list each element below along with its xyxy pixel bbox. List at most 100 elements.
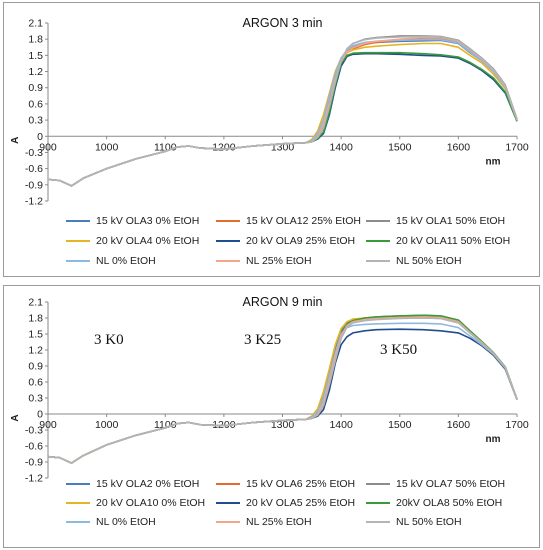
y-tick-label: 0.3 [28,393,43,405]
chart-title: ARGON 3 min [243,16,323,30]
x-tick-label: 1000 [95,141,119,153]
y-axis-label: A [10,414,21,421]
legend-item: 20 kV OLA4 0% EtOH [66,234,199,248]
x-tick-label: 900 [39,141,57,153]
chart-title: ARGON 9 min [243,295,323,309]
series-line [47,37,518,187]
legend-item: 15 kV OLA3 0% EtOH [66,214,199,228]
y-tick-label: 0.6 [28,98,43,110]
legend-swatch [216,482,240,486]
x-tick-label: 1500 [388,419,412,431]
y-tick-label: 2.1 [28,297,43,309]
legend-swatch [216,239,240,243]
series-line [47,36,518,187]
series-line [47,51,518,187]
y-tick-label: -0.6 [25,441,43,453]
legend-item: 15 kV OLA7 50% EtOH [366,477,505,491]
series-line [47,52,518,187]
x-tick-label: 1600 [447,141,471,153]
legend-item: NL 25% EtOH [216,254,312,268]
x-tick-label: 1300 [271,419,295,431]
legend-item: 15 kV OLA2 0% EtOH [66,477,199,491]
legend-swatch [216,259,240,263]
legend-item: NL 50% EtOH [366,254,462,268]
y-tick-label: 0 [37,409,43,421]
chart-panel-top: ARGON 3 min 2.1 1.8 1.5 1.2 0.9 0.6 0.3 0 -0.3 -0.… [3,2,540,277]
x-tick-label: 900 [39,419,57,431]
legend-swatch [366,520,390,524]
y-tick-label: 0 [37,131,43,143]
y-tick-label: 1.2 [28,66,43,78]
legend-swatch [366,239,390,243]
legend-item: 20 kV OLA5 25% EtOH [216,496,355,510]
y-tick-label: 1.5 [28,50,43,62]
legend-label: NL 0% EtOH [96,255,156,267]
series-line [47,35,518,187]
legend-label: NL 25% EtOH [246,255,312,267]
legend-item: 15 kV OLA1 50% EtOH [366,214,505,228]
y-tick-label: 0.9 [28,361,43,373]
legend-swatch [66,501,90,505]
y-tick-label: -1.2 [25,196,43,208]
series-line [47,328,518,464]
y-tick-label: 1.8 [28,34,43,46]
y-tick-label: -0.3 [25,147,43,159]
x-tick-label: 1000 [95,419,119,431]
series-line [47,317,518,464]
y-tick-label: 1.5 [28,329,43,341]
legend-label: NL 0% EtOH [96,516,156,528]
x-tick-label: 1600 [447,419,471,431]
y-tick-label: 0.9 [28,82,43,94]
annotation-3k25: 3 K25 [244,332,282,348]
chart-svg-top: ARGON 3 min 2.1 1.8 1.5 1.2 0.9 0.6 0.3 0 -0.3 -0.… [10,16,529,208]
legend-label: 20kV OLA8 50% EtOH [396,497,503,509]
x-tick-label: 1400 [329,419,353,431]
y-tick-label: 1.2 [28,345,43,357]
legend-item: 20kV OLA8 50% EtOH [366,496,502,510]
legend-label: NL 25% EtOH [246,516,312,528]
chart-panel-bottom: ARGON 9 min 2.1 1.8 1.5 1.2 0.9 0.6 0.3 0 -0.3 -0.… [3,285,540,548]
y-tick-label: 0.3 [28,115,43,127]
legend-swatch [216,520,240,524]
legend-label: 20 kV OLA5 25% EtOH [246,497,356,509]
legend-swatch [66,259,90,263]
x-tick-label: 1700 [505,419,529,431]
legend-label: 20 kV OLA10 0% EtOH [96,497,206,509]
legend-item: 20 kV OLA10 0% EtOH [66,496,205,510]
legend-item: 15 kV OLA6 25% EtOH [216,477,355,491]
x-axis-label: nm [486,434,501,445]
legend-item: 15 kV OLA12 25% EtOH [216,214,361,228]
legend-swatch [216,219,240,223]
legend-swatch [66,520,90,524]
annotation-3k50: 3 K50 [380,342,418,358]
legend-label: NL 50% EtOH [396,516,462,528]
legend-label: 15 kV OLA3 0% EtOH [96,215,200,227]
legend-label: 15 kV OLA2 0% EtOH [96,478,200,490]
x-tick-label: 1700 [505,141,529,153]
legend-item: NL 25% EtOH [216,515,312,529]
x-tick-label: 1100 [154,141,177,153]
legend-item: NL 0% EtOH [66,515,156,529]
series-line [47,35,518,187]
y-tick-label: 2.1 [28,18,43,30]
legend-swatch [66,482,90,486]
legend-item: NL 50% EtOH [366,515,462,529]
y-tick-label: -1.2 [25,473,43,485]
legend-label: 15 kV OLA6 25% EtOH [246,478,356,490]
y-tick-label: -0.6 [25,163,43,175]
legend-swatch [366,482,390,486]
x-tick-label: 1500 [388,141,412,153]
y-tick-label: 1.8 [28,313,43,325]
y-tick-label: -0.9 [25,457,43,469]
legend-label: NL 50% EtOH [396,255,462,267]
legend-swatch [366,259,390,263]
legend-label: 20 kV OLA11 50% EtOH [396,235,511,247]
y-tick-label: -0.3 [25,425,43,437]
legend-swatch [366,219,390,223]
legend-label: 15 kV OLA7 50% EtOH [396,478,506,490]
legend-label: 20 kV OLA4 0% EtOH [96,235,200,247]
chart-svg-bottom: ARGON 9 min 2.1 1.8 1.5 1.2 0.9 0.6 0.3 0 -0.3 -0.… [10,295,529,485]
y-axis-label: A [10,137,21,144]
annotation-3k0: 3 K0 [94,332,124,348]
legend-swatch [66,219,90,223]
